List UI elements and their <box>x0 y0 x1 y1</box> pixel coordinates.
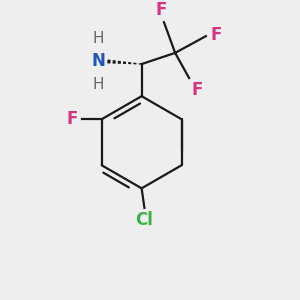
Text: H: H <box>93 31 104 46</box>
Text: Cl: Cl <box>136 211 153 229</box>
Text: H: H <box>93 76 104 92</box>
Text: N: N <box>92 52 105 70</box>
Text: F: F <box>192 81 203 99</box>
Text: F: F <box>155 2 167 20</box>
Text: F: F <box>67 110 78 128</box>
Text: F: F <box>210 26 221 44</box>
